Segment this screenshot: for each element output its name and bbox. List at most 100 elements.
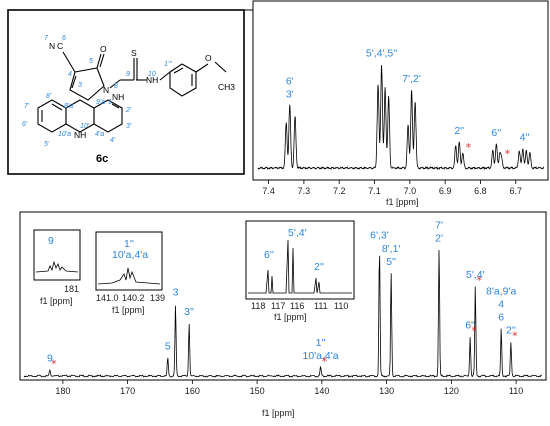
- inset1-label: 9: [48, 235, 54, 247]
- inset1-xlabel: f1 [ppm]: [40, 296, 73, 306]
- inset3-label-2: 6'': [264, 249, 274, 261]
- locant-8: 8: [114, 83, 118, 90]
- c13-inset-c9: 9 181 f1 [ppm]: [33, 229, 81, 306]
- locant-8pa: 8'a: [64, 103, 73, 110]
- methoxy-bond: [195, 63, 209, 73]
- atom-n-nitrile: N: [49, 41, 55, 51]
- peak-assignment: 5',4',5'': [366, 47, 397, 59]
- locant-6: 6: [62, 35, 66, 42]
- carbonyl-bond: [96, 53, 102, 69]
- inset3-tick-5: 110: [334, 301, 348, 311]
- locant-7p: 7': [24, 103, 30, 110]
- atom-nh-ring: NH: [74, 130, 86, 140]
- tick-label: 180: [55, 386, 70, 396]
- c13-x-axis-title: f1 [ppm]: [262, 408, 295, 418]
- inset2-label-1: 1'': [124, 238, 134, 250]
- inset3-tick-4: 111: [314, 301, 328, 311]
- n-n-bond: [109, 79, 121, 89]
- inset2-frame: [95, 231, 163, 291]
- h1-annotations: 6'3' 5',4',5'' 7',2' 2'' 6'' 4'' * *: [286, 47, 530, 160]
- peak-assignment: 10'a,4'a: [302, 350, 338, 362]
- impurity-star: *: [471, 324, 477, 337]
- peak-assignment: 6: [498, 311, 504, 323]
- peak-assignment: 7',2': [402, 73, 421, 85]
- tick-label: 7.2: [333, 186, 346, 196]
- inset3-tick-1: 118: [251, 301, 265, 311]
- inset3-tick-3: 116: [290, 301, 304, 311]
- right-ring-double: [111, 103, 120, 109]
- c13-inset-c1: 1'' 10'a,4'a 141.0 140.2 139 f1 [ppm]: [95, 231, 165, 315]
- locant-4pa: 4'a: [95, 131, 104, 138]
- tick-label: 7.0: [404, 186, 417, 196]
- locant-1p: 1': [108, 99, 114, 106]
- peak-assignment: 6'': [491, 127, 501, 139]
- locant-3p: 3': [126, 123, 132, 130]
- peak-assignment: 3: [173, 286, 179, 298]
- impurity-star: *: [466, 141, 472, 154]
- tick-label: 6.8: [474, 186, 487, 196]
- h1-spectrum-trace: [257, 65, 545, 171]
- aryl-double-1: [173, 67, 184, 74]
- central-ring-right: [93, 99, 123, 133]
- atom-n-ring: N: [103, 85, 109, 95]
- pyrrolone-ring: [69, 67, 105, 101]
- inset2-tick-3: 139: [150, 293, 165, 303]
- peak-assignment: 1'': [316, 337, 326, 349]
- atom-o-methoxy: O: [205, 53, 212, 63]
- locant-10: 10: [148, 71, 156, 78]
- inset3-xlabel: f1 [ppm]: [274, 312, 307, 322]
- peak-assignment: 3'': [184, 306, 194, 318]
- peak-assignment: 5: [165, 341, 171, 353]
- peak-assignment: 5',4': [466, 269, 485, 281]
- locant-6p: 6': [22, 121, 28, 128]
- c13-spectrum-trace: [23, 249, 543, 378]
- peak-assignment: 2': [435, 232, 443, 244]
- atom-nh-thiourea: NH: [146, 75, 158, 85]
- h1-nmr-panel: 7.4 7.3 7.2 7.1 7.0 6.9 6.8 6.7 f1 [ppm] 6'3' 5'…: [244, 0, 549, 207]
- peak-assignment: 7': [435, 219, 443, 231]
- tick-label: 150: [250, 386, 265, 396]
- locant-9: 9: [126, 71, 130, 78]
- locant-3: 3: [78, 82, 82, 89]
- tick-label: 7.1: [368, 186, 381, 196]
- structure-panel: O N C N NH S NH O CH3 NH 6c 7: [7, 9, 245, 175]
- locant-5: 5: [89, 58, 93, 65]
- locant-10p: 10': [80, 123, 90, 130]
- carbonyl-bond-2: [99, 53, 105, 68]
- inset2-label-2: 10'a,4'a: [112, 249, 148, 261]
- h1-ticks: 7.4 7.3 7.2 7.1 7.0 6.9 6.8 6.7: [262, 180, 522, 196]
- locant-10pa: 10'a: [58, 131, 71, 138]
- inset3-label-1: 5',4': [288, 227, 307, 239]
- ring-double-bond: [71, 75, 77, 89]
- compound-label: 6c: [96, 153, 108, 165]
- impurity-star: *: [505, 147, 511, 160]
- c13-annotations: 9533''1''10'a,4'a6',3'8',1'5''7'2'6''5',…: [47, 219, 518, 370]
- impurity-star: *: [51, 357, 57, 370]
- peak-assignment: 9: [47, 352, 53, 364]
- tick-label: 7.3: [298, 186, 311, 196]
- inset1-tick: 181: [64, 284, 79, 294]
- impurity-star: *: [512, 330, 518, 343]
- atom-nh-hydrazine: NH: [112, 92, 124, 102]
- locant-7: 7: [44, 35, 49, 42]
- tick-label: 160: [185, 386, 200, 396]
- benzo-double-2: [51, 103, 63, 111]
- peak-assignment: 2'': [506, 325, 516, 337]
- peak-assignment: 6'': [465, 319, 475, 331]
- methoxyphenyl-ring: [169, 63, 197, 97]
- inset2-tick-2: 140.2: [122, 293, 145, 303]
- tick-label: 130: [379, 386, 394, 396]
- peak-assignment: 6',3': [370, 230, 389, 242]
- tick-label: 7.4: [262, 186, 275, 196]
- inset2-xlabel: f1 [ppm]: [112, 305, 145, 315]
- tick-label: 120: [444, 386, 459, 396]
- tick-label: 6.7: [509, 186, 522, 196]
- inset3-label-3: 2'': [314, 261, 324, 273]
- inset1-frame: [33, 229, 81, 281]
- atom-c-nitrile: C: [57, 41, 63, 51]
- atom-o-carbonyl: O: [100, 44, 107, 54]
- nitrile-bond: [62, 51, 76, 73]
- peak-assignment: 3': [286, 88, 294, 100]
- h1-x-axis-title: f1 [ppm]: [386, 197, 419, 207]
